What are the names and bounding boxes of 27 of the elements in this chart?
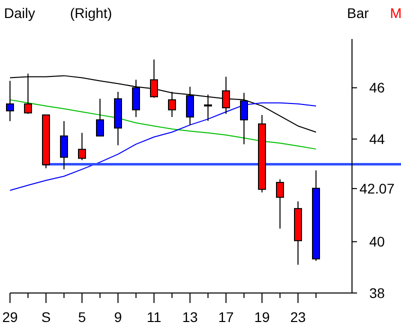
y-tick-label: 44 <box>369 130 385 147</box>
text: M <box>390 5 401 21</box>
candlestick <box>132 79 140 118</box>
candlestick <box>78 132 86 161</box>
y-tick-label: 46 <box>369 80 385 96</box>
text: Bar <box>347 5 370 21</box>
candlestick <box>204 94 212 122</box>
y-tick-label: 38 <box>369 284 385 301</box>
candlestick <box>168 91 176 118</box>
chart-title: Daily <box>4 5 36 21</box>
y-tick-label: 40 <box>369 234 385 250</box>
x-tick-label: 23 <box>290 309 306 325</box>
x-tick-label: 9 <box>114 309 122 325</box>
chart-subtitle: (Right) <box>70 5 112 21</box>
x-tick-label: 11 <box>146 309 162 325</box>
candlestick <box>6 80 14 122</box>
candlestick <box>276 178 284 230</box>
x-tick-label: 29 <box>2 309 18 325</box>
candlestick <box>60 120 68 170</box>
x-tick-label: 17 <box>218 309 234 325</box>
x-tick-label: 13 <box>182 309 198 325</box>
line-series <box>10 99 316 150</box>
x-tick-label: 19 <box>254 309 270 325</box>
candlestick <box>96 98 104 136</box>
x-tick-label: S <box>41 309 51 325</box>
x-tick-label: 5 <box>78 309 86 325</box>
y-tick-label: 42.07 <box>359 180 395 196</box>
